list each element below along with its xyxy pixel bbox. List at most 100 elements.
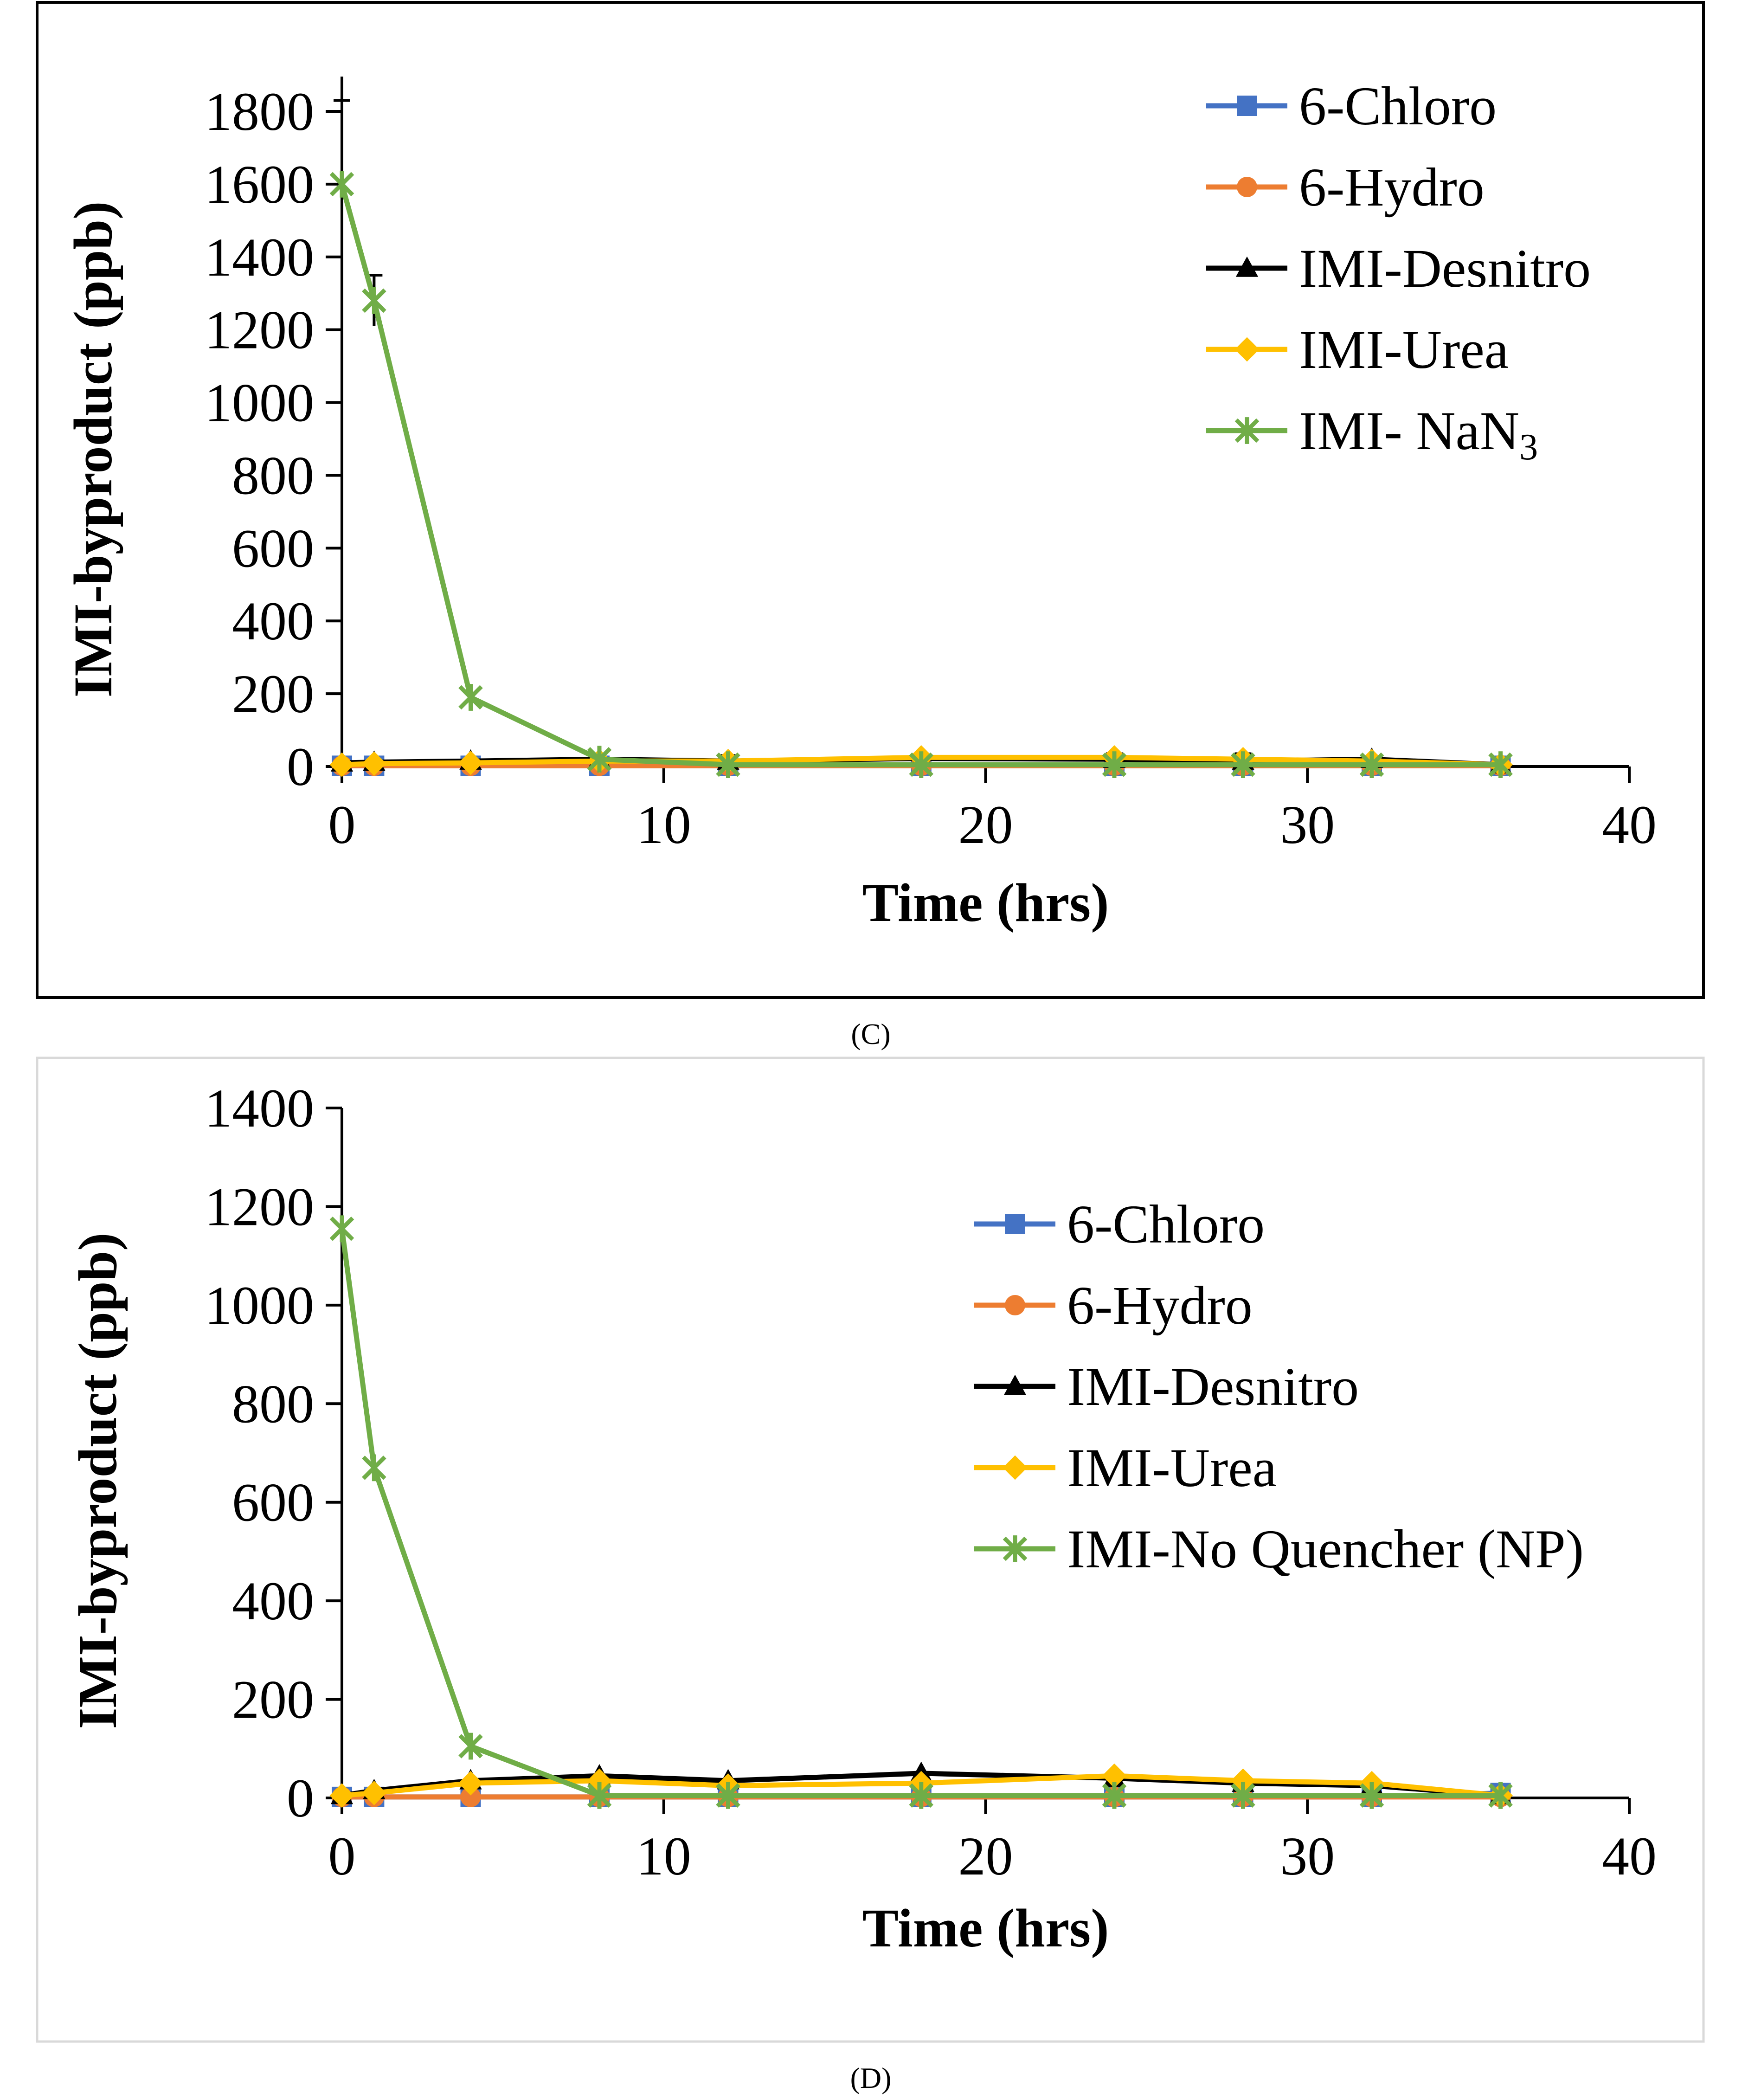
legend-label-main: IMI- NaN (1299, 400, 1519, 461)
y-tick-label: 0 (287, 1768, 314, 1829)
x-tick-label: 20 (958, 794, 1013, 855)
y-tick-label: 1000 (205, 373, 314, 433)
data-point (329, 1783, 354, 1808)
legend-item-imi-nan3: IMI- NaN3 (1206, 400, 1538, 468)
legend-label: IMI-No Quencher (NP) (1067, 1519, 1584, 1579)
y-axis-title: IMI-byproduct (ppb) (63, 201, 123, 698)
data-point (361, 751, 386, 776)
legend-swatch-marker (1003, 1535, 1028, 1562)
data-point (329, 752, 354, 777)
x-tick-label: 10 (636, 794, 691, 855)
data-point (1102, 751, 1127, 778)
data-point (1102, 1782, 1127, 1809)
data-point (458, 1733, 483, 1760)
data-point (1359, 751, 1384, 778)
legend-item-imi-desnitro: IMI-Desnitro (974, 1356, 1359, 1417)
data-point (460, 1786, 481, 1807)
x-axis-title: Time (hrs) (862, 1898, 1109, 1958)
legend-label: 6-Chloro (1067, 1194, 1265, 1255)
legend-item-imi-urea: IMI-Urea (1206, 319, 1509, 380)
x-tick-label: 20 (958, 1826, 1013, 1887)
legend: 6-Chloro 6-Hydro IMI-Desnitro IMI-Urea IMI-N… (974, 1194, 1584, 1579)
data-point (1359, 1782, 1384, 1809)
series-line (341, 1773, 1501, 1798)
data-point (362, 287, 386, 314)
data-point (1488, 1782, 1513, 1809)
x-tick-label: 30 (1280, 794, 1335, 855)
legend-swatch-marker (1234, 337, 1260, 362)
y-tick-label: 400 (232, 591, 314, 651)
legend-label: IMI- NaN3 (1299, 400, 1538, 468)
legend-label: IMI-Urea (1299, 319, 1509, 380)
legend: 6-Chloro 6-Hydro IMI-Desnitro IMI-Urea IMI- … (1206, 76, 1591, 468)
legend-label: IMI-Urea (1067, 1437, 1277, 1498)
y-tick-label: 1200 (205, 1176, 314, 1237)
x-tick-label: 30 (1280, 1826, 1335, 1887)
legend-label: IMI-Desnitro (1299, 238, 1591, 299)
y-tick-label: 600 (232, 518, 314, 579)
y-tick-label: 1000 (205, 1275, 314, 1336)
series-imi-nan3 (329, 171, 1513, 778)
data-point (909, 751, 934, 778)
data-point (1231, 751, 1255, 778)
x-tick-label: 10 (636, 1826, 691, 1887)
y-tick-label: 600 (232, 1472, 314, 1533)
legend-label-subscript: 3 (1519, 427, 1538, 468)
legend-swatch-marker (1237, 96, 1257, 116)
y-tick-label: 1400 (205, 227, 314, 288)
legend-swatch-marker (1003, 1374, 1027, 1395)
y-tick-label: 200 (232, 663, 314, 724)
legend-swatch-marker (1237, 177, 1257, 197)
y-tick-label: 1200 (205, 300, 314, 361)
legend-swatch-marker (1005, 1214, 1025, 1234)
data-point (1231, 1768, 1255, 1793)
x-tick-label: 0 (328, 1826, 356, 1887)
data-point (1488, 751, 1513, 778)
legend-swatch-marker (1003, 1455, 1028, 1480)
legend-item-imi-urea: IMI-Urea (974, 1437, 1277, 1498)
data-point (587, 1782, 612, 1809)
y-tick-label: 1600 (205, 154, 314, 215)
series-imi-no-quencher-np (329, 1215, 1513, 1809)
chart-panel-d: 0 200 400 600 800 1000 1200 1400 0 10 20 30 40 Time (… (67, 1078, 1657, 1958)
panel-d-label: (D) (850, 2061, 892, 2094)
legend-label: 6-Hydro (1299, 157, 1485, 218)
data-point (1102, 1763, 1127, 1788)
legend-label: 6-Chloro (1299, 76, 1497, 136)
y-axis-title: IMI-byproduct (ppb) (67, 1233, 128, 1729)
legend-item-6-hydro: 6-Hydro (1206, 157, 1485, 218)
y-tick-label: 800 (232, 1373, 314, 1434)
data-point (329, 1215, 354, 1243)
data-point (716, 751, 740, 778)
series-line (339, 183, 1501, 767)
x-tick-label: 0 (328, 794, 356, 855)
y-tick-label: 0 (287, 736, 314, 797)
legend-swatch-marker (1234, 417, 1260, 444)
x-tick-label: 40 (1602, 794, 1657, 855)
data-point (458, 684, 483, 711)
legend-item-imi-no-quencher-np: IMI-No Quencher (NP) (974, 1519, 1584, 1579)
data-point (909, 1782, 934, 1809)
data-point (362, 1454, 386, 1482)
x-axis-title: Time (hrs) (862, 872, 1109, 933)
panel-c-label: (C) (851, 1018, 890, 1050)
y-tick-label: 200 (232, 1669, 314, 1730)
data-point (458, 1771, 483, 1796)
legend-swatch-marker (1005, 1295, 1025, 1315)
legend-item-6-chloro: 6-Chloro (974, 1194, 1265, 1255)
legend-item-6-chloro: 6-Chloro (1206, 76, 1497, 136)
y-tick-label: 800 (232, 445, 314, 506)
x-tick-label: 40 (1602, 1826, 1657, 1887)
y-tick-label: 400 (232, 1571, 314, 1631)
data-point (1231, 1782, 1255, 1809)
data-point (329, 171, 354, 198)
chart-panel-c: 0 200 400 600 800 1000 1200 1400 1600 1800 0 10 20 30… (63, 76, 1657, 933)
data-point (587, 1768, 612, 1793)
legend-label: 6-Hydro (1067, 1275, 1253, 1336)
panel-c-frame (36, 1, 1705, 999)
legend-label: IMI-Desnitro (1067, 1356, 1359, 1417)
data-point (458, 750, 483, 775)
series-line (341, 754, 1501, 767)
